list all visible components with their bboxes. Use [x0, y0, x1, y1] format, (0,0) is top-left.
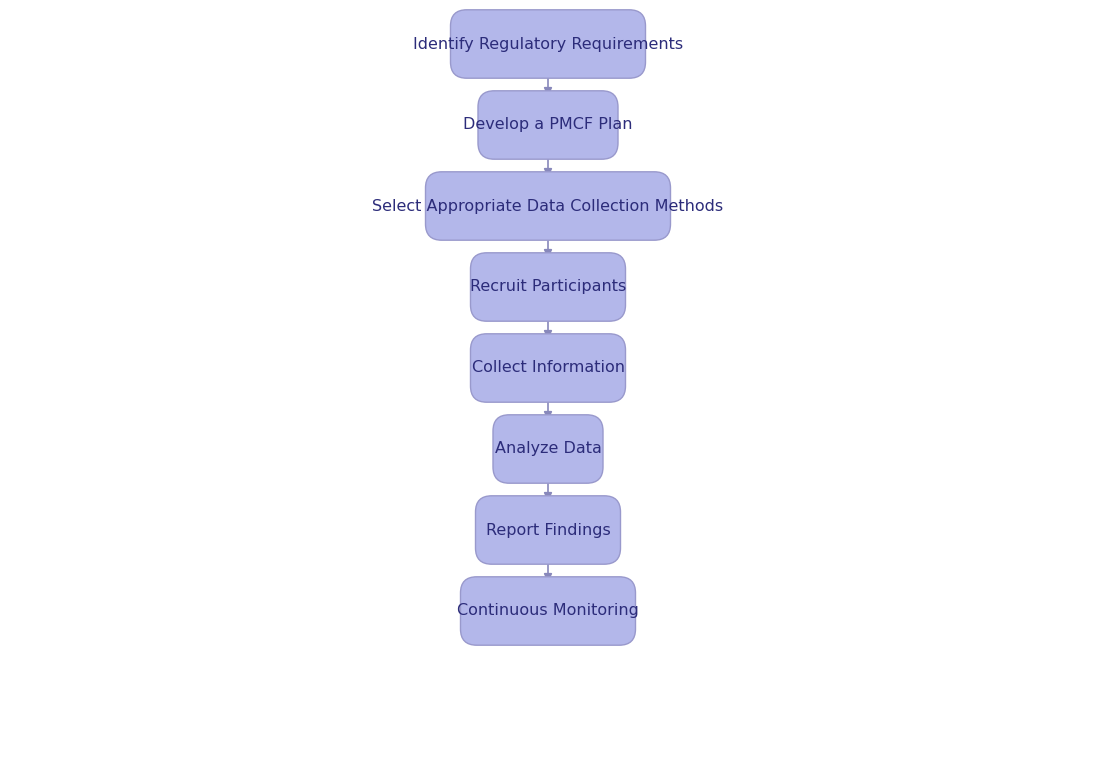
Text: Collect Information: Collect Information — [472, 360, 625, 375]
Text: Identify Regulatory Requirements: Identify Regulatory Requirements — [412, 36, 683, 52]
FancyBboxPatch shape — [426, 172, 671, 240]
Text: Analyze Data: Analyze Data — [495, 442, 602, 457]
Text: Continuous Monitoring: Continuous Monitoring — [458, 603, 639, 619]
Text: Develop a PMCF Plan: Develop a PMCF Plan — [463, 118, 632, 132]
Text: Report Findings: Report Findings — [485, 523, 611, 537]
FancyBboxPatch shape — [451, 10, 646, 78]
FancyBboxPatch shape — [471, 334, 626, 402]
FancyBboxPatch shape — [461, 577, 636, 645]
FancyBboxPatch shape — [493, 415, 603, 483]
FancyBboxPatch shape — [471, 253, 626, 321]
FancyBboxPatch shape — [475, 496, 620, 564]
Text: Recruit Participants: Recruit Participants — [470, 280, 626, 295]
Text: Select Appropriate Data Collection Methods: Select Appropriate Data Collection Metho… — [373, 198, 724, 214]
FancyBboxPatch shape — [478, 90, 618, 159]
